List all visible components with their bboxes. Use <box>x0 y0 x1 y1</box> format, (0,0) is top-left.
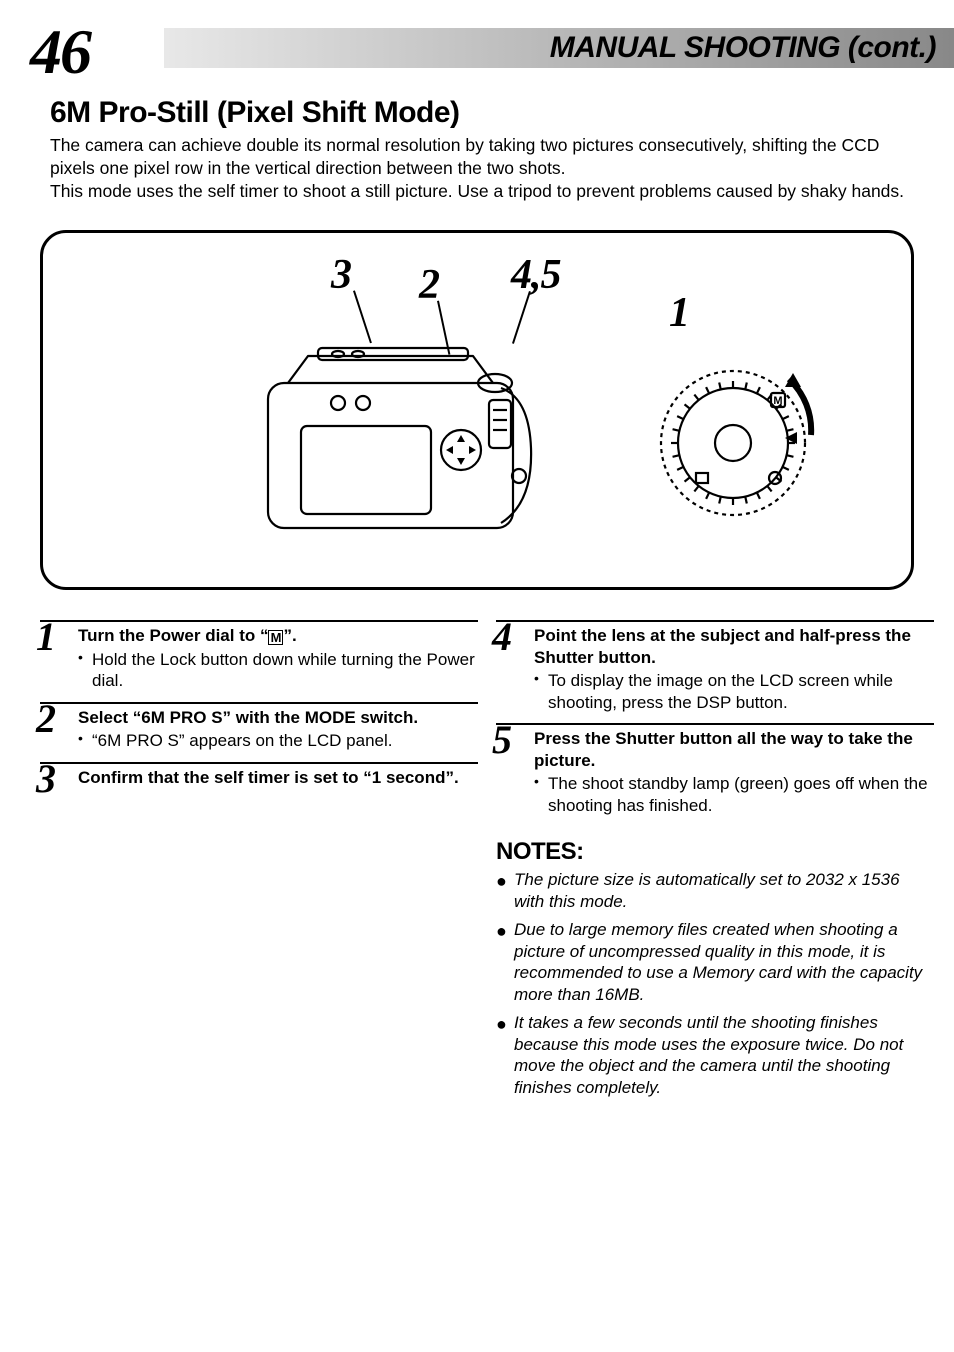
instruction-columns: 1Turn the Power dial to “M”. •Hold the Lo… <box>0 620 954 1105</box>
note-item: ●The picture size is automatically set t… <box>496 869 934 913</box>
power-dial-illustration: M <box>643 343 833 533</box>
m-mode-icon: M <box>268 630 283 645</box>
step-bullet: •Hold the Lock button down while turning… <box>78 649 478 693</box>
intro-paragraph-1: The camera can achieve double its normal… <box>0 134 954 180</box>
step-number: 1 <box>36 622 74 652</box>
step-bullet: •The shoot standby lamp (green) goes off… <box>534 773 934 817</box>
right-column: 4Point the lens at the subject and half-… <box>496 620 934 1105</box>
step-title: Point the lens at the subject and half-p… <box>534 625 934 668</box>
instruction-step: 2Select “6M PRO S” with the MODE switch.… <box>40 702 478 756</box>
step-title: Select “6M PRO S” with the MODE switch. <box>78 707 478 728</box>
step-number: 5 <box>492 725 530 755</box>
instruction-step: 1Turn the Power dial to “M”.•Hold the Lo… <box>40 620 478 696</box>
intro-paragraph-2: This mode uses the self timer to shoot a… <box>0 180 954 203</box>
step-number: 4 <box>492 622 530 652</box>
note-item: ●Due to large memory files created when … <box>496 919 934 1006</box>
instruction-step: 3Confirm that the self timer is set to “… <box>40 762 478 794</box>
left-column: 1Turn the Power dial to “M”.•Hold the Lo… <box>40 620 478 1105</box>
chapter-title: MANUAL SHOOTING (cont.) <box>164 28 954 68</box>
illustration-frame: 3 2 4,5 1 M <box>40 230 914 590</box>
section-title: 6M Pro-Still (Pixel Shift Mode) <box>0 84 954 134</box>
camera-illustration <box>243 328 543 548</box>
step-title: Press the Shutter button all the way to … <box>534 728 934 771</box>
callout-number: 4,5 <box>511 251 561 299</box>
page-number: 46 <box>30 20 90 84</box>
step-bullet: •“6M PRO S” appears on the LCD panel. <box>78 730 478 752</box>
svg-text:M: M <box>773 395 782 407</box>
instruction-step: 4Point the lens at the subject and half-… <box>496 620 934 717</box>
callout-number: 2 <box>419 261 439 309</box>
callout-number: 3 <box>331 251 351 299</box>
step-number: 3 <box>36 764 74 794</box>
step-title: Confirm that the self timer is set to “1… <box>78 767 478 788</box>
page-header: 46 MANUAL SHOOTING (cont.) <box>0 0 954 84</box>
note-item: ●It takes a few seconds until the shooti… <box>496 1012 934 1099</box>
callout-number: 1 <box>669 289 689 337</box>
instruction-step: 5Press the Shutter button all the way to… <box>496 723 934 820</box>
step-number: 2 <box>36 704 74 734</box>
step-title: Turn the Power dial to “M”. <box>78 625 478 646</box>
notes-heading: NOTES: <box>496 838 934 866</box>
step-bullet: •To display the image on the LCD screen … <box>534 670 934 714</box>
